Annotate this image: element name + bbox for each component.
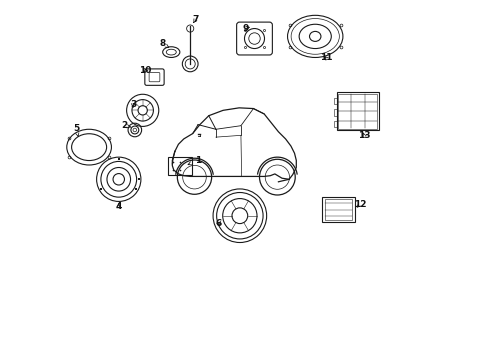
- Text: 4: 4: [115, 202, 122, 211]
- Bar: [333, 98, 336, 104]
- Text: 6: 6: [215, 219, 222, 228]
- Bar: [333, 109, 336, 116]
- Text: 12: 12: [353, 200, 366, 209]
- Bar: [322, 197, 354, 222]
- Bar: [167, 157, 192, 175]
- Text: 2: 2: [122, 121, 131, 130]
- Bar: [333, 121, 336, 127]
- Text: 9: 9: [242, 24, 249, 33]
- Text: 7: 7: [192, 15, 198, 24]
- Text: 13: 13: [357, 131, 370, 140]
- Text: 11: 11: [319, 53, 331, 62]
- Text: 10: 10: [139, 66, 151, 75]
- Text: 5: 5: [73, 124, 79, 136]
- Bar: [337, 94, 377, 129]
- Text: 1: 1: [188, 156, 201, 165]
- Bar: [324, 199, 352, 220]
- Text: 8: 8: [159, 39, 168, 48]
- Bar: [336, 93, 378, 130]
- Text: 3: 3: [130, 100, 136, 109]
